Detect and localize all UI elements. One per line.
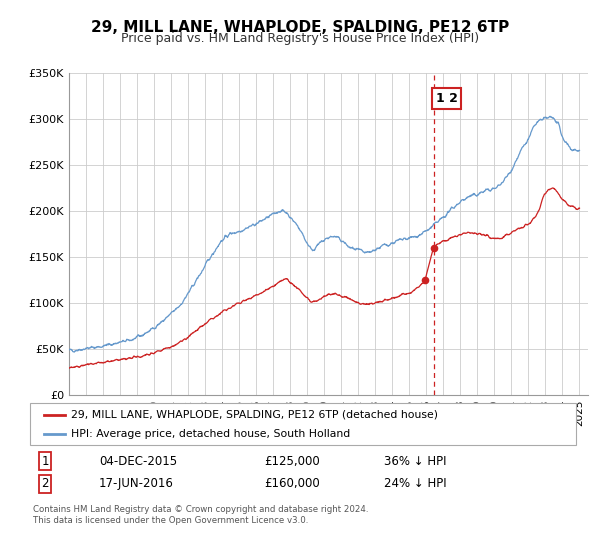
Text: £125,000: £125,000: [264, 455, 320, 468]
Text: 1 2: 1 2: [436, 92, 458, 105]
Text: £160,000: £160,000: [264, 477, 320, 490]
Text: 1: 1: [41, 455, 49, 468]
Text: HPI: Average price, detached house, South Holland: HPI: Average price, detached house, Sout…: [71, 429, 350, 439]
Text: 17-JUN-2016: 17-JUN-2016: [99, 477, 174, 490]
FancyBboxPatch shape: [30, 403, 576, 445]
Text: 29, MILL LANE, WHAPLODE, SPALDING, PE12 6TP: 29, MILL LANE, WHAPLODE, SPALDING, PE12 …: [91, 20, 509, 35]
Text: Price paid vs. HM Land Registry's House Price Index (HPI): Price paid vs. HM Land Registry's House …: [121, 32, 479, 45]
Text: 24% ↓ HPI: 24% ↓ HPI: [384, 477, 446, 490]
Text: Contains HM Land Registry data © Crown copyright and database right 2024.
This d: Contains HM Land Registry data © Crown c…: [33, 505, 368, 525]
Text: 29, MILL LANE, WHAPLODE, SPALDING, PE12 6TP (detached house): 29, MILL LANE, WHAPLODE, SPALDING, PE12 …: [71, 409, 438, 419]
Text: 36% ↓ HPI: 36% ↓ HPI: [384, 455, 446, 468]
Text: 04-DEC-2015: 04-DEC-2015: [99, 455, 177, 468]
Text: 2: 2: [41, 477, 49, 490]
